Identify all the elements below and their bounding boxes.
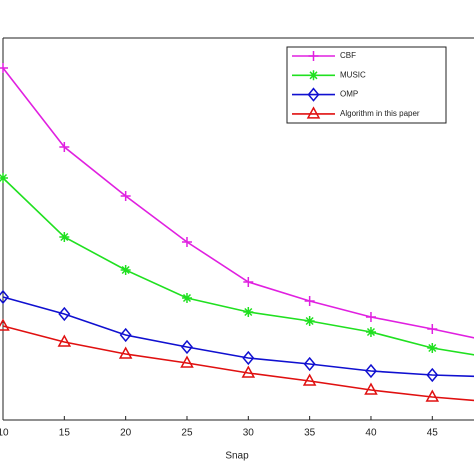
marker: [243, 277, 254, 287]
marker: [302, 373, 317, 386]
legend-label: OMP: [340, 90, 358, 99]
marker: [308, 51, 319, 61]
marker: [57, 334, 72, 347]
marker: [120, 191, 131, 201]
marker: [0, 63, 8, 73]
series-line: [2, 177, 474, 356]
x-tick-label: 15: [59, 428, 71, 439]
marker: [120, 265, 131, 275]
marker: [58, 306, 71, 322]
marker: [304, 296, 315, 306]
marker: [364, 382, 378, 395]
marker: [307, 87, 320, 102]
marker: [364, 363, 377, 379]
marker: [0, 173, 8, 183]
legend-label: CBF: [340, 51, 356, 60]
legend-label: MUSIC: [340, 70, 366, 79]
x-axis-label: Snap: [225, 451, 249, 462]
marker: [0, 318, 10, 331]
marker: [181, 339, 193, 355]
marker: [59, 232, 70, 242]
marker: [242, 350, 255, 366]
x-tick-label: 40: [365, 428, 377, 439]
marker: [365, 327, 376, 337]
marker: [426, 367, 439, 383]
x-tick-label: 30: [243, 428, 255, 439]
plot-area: [0, 63, 474, 402]
marker: [180, 355, 194, 368]
marker: [241, 365, 256, 378]
x-tick-label: 25: [181, 428, 193, 439]
x-tick-label: 20: [120, 428, 132, 439]
marker: [303, 356, 316, 372]
marker: [308, 70, 319, 81]
marker: [304, 316, 315, 326]
marker: [181, 293, 192, 303]
x-tick-label: 35: [304, 428, 316, 439]
marker: [365, 312, 376, 322]
marker: [119, 327, 132, 343]
marker: [427, 343, 438, 353]
marker: [0, 289, 9, 305]
marker: [181, 237, 192, 247]
marker: [59, 142, 70, 152]
x-tick-label: 45: [427, 428, 439, 439]
x-tick-label: 10: [0, 428, 9, 439]
marker: [425, 389, 440, 402]
marker: [306, 106, 321, 119]
series-line: [2, 296, 474, 378]
legend-entries: CBF MUSIC OMP Algorithm in this paper: [292, 51, 420, 119]
marker: [427, 324, 438, 334]
marker: [243, 307, 254, 317]
marker: [118, 346, 133, 359]
legend-label: Algorithm in this paper: [340, 109, 420, 118]
series-line: [2, 325, 474, 402]
